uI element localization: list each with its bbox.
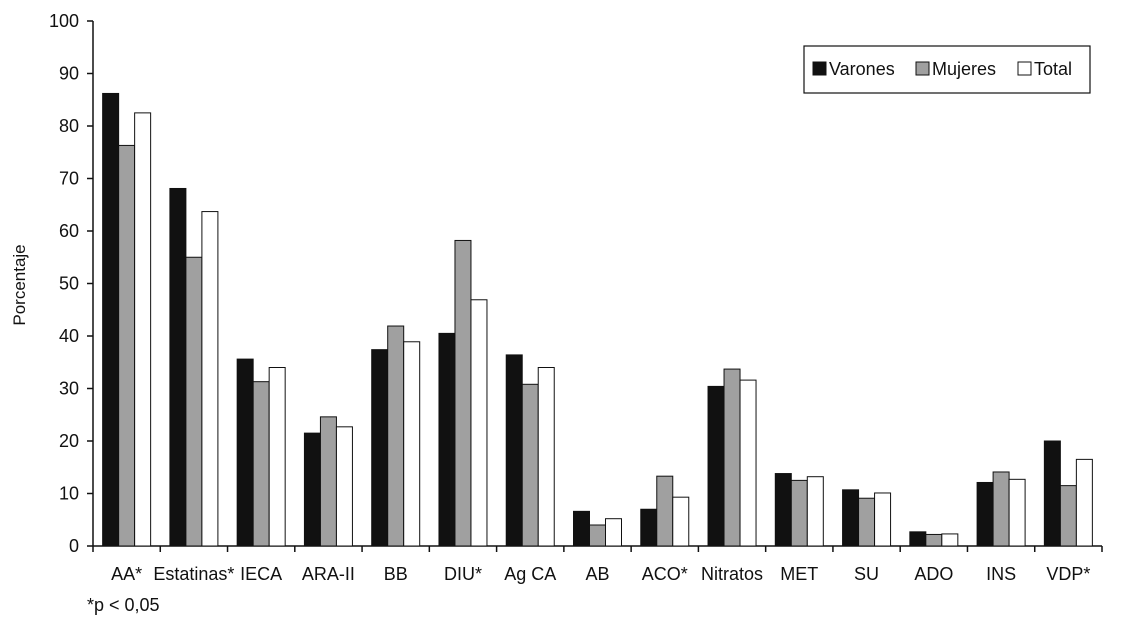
bar-varones — [573, 510, 590, 547]
y-tick-label: 100 — [49, 11, 79, 31]
bar-total — [201, 211, 219, 547]
bar-total — [739, 379, 757, 547]
bar-mujeres — [925, 533, 943, 547]
x-tick-label: ADO — [914, 564, 953, 584]
bar-total — [134, 112, 152, 547]
y-tick-label: 20 — [59, 431, 79, 451]
bar-mujeres — [387, 325, 405, 547]
bar-mujeres — [319, 416, 337, 547]
y-tick-label: 90 — [59, 64, 79, 84]
y-tick-label: 80 — [59, 116, 79, 136]
bar-mujeres — [790, 479, 808, 547]
y-tick-label: 60 — [59, 221, 79, 241]
y-tick-label: 0 — [69, 536, 79, 556]
x-tick-label: DIU* — [444, 564, 482, 584]
bar-total — [403, 341, 421, 547]
bar-varones — [842, 489, 860, 547]
bar-varones — [976, 481, 994, 547]
x-tick-label: ACO* — [642, 564, 688, 584]
bar-mujeres — [656, 475, 674, 547]
bar-mujeres — [521, 383, 539, 547]
bar-total — [268, 367, 286, 547]
y-axis-label: Porcentaje — [10, 244, 29, 325]
bar-varones — [371, 349, 389, 547]
y-tick-label: 70 — [59, 169, 79, 189]
legend-swatch-mujeres — [915, 61, 930, 76]
legend-swatch-varones — [812, 61, 827, 76]
x-tick-label: AB — [585, 564, 609, 584]
bar-mujeres — [589, 524, 606, 547]
bar-total — [806, 476, 824, 547]
bar-varones — [707, 385, 725, 547]
bar-total — [335, 426, 353, 547]
bar-varones — [169, 187, 187, 547]
bar-varones — [774, 473, 792, 547]
bar-total — [1008, 478, 1026, 547]
x-tick-label: SU — [854, 564, 879, 584]
bar-total — [470, 299, 488, 547]
y-tick-label: 40 — [59, 326, 79, 346]
bar-varones — [1043, 440, 1061, 547]
bar-total — [605, 518, 622, 547]
bar-mujeres — [185, 256, 203, 547]
bar-varones — [303, 432, 321, 547]
x-tick-label: INS — [986, 564, 1016, 584]
bar-total — [537, 367, 555, 547]
bar-total — [672, 496, 690, 547]
y-tick-label: 10 — [59, 484, 79, 504]
bar-varones — [640, 508, 658, 547]
x-tick-label: BB — [384, 564, 408, 584]
x-axis: AA* Estatinas* IECA ARA-II BB DIU* Ag CA AB ACO*… — [92, 545, 1103, 584]
bar-varones — [102, 92, 120, 547]
y-tick-label: 30 — [59, 379, 79, 399]
x-tick-label: MET — [780, 564, 818, 584]
y-tick-label: 50 — [59, 274, 79, 294]
legend: Varones Mujeres Total — [803, 45, 1091, 94]
x-tick-label: Ag CA — [504, 564, 556, 584]
bar-mujeres — [1059, 485, 1077, 547]
bar-mujeres — [858, 497, 876, 547]
bar-varones — [909, 531, 927, 547]
bar-mujeres — [723, 368, 741, 547]
x-tick-label: VDP* — [1046, 564, 1090, 584]
legend-box — [803, 45, 1091, 94]
x-tick-label: ARA-II — [302, 564, 355, 584]
bar-mujeres — [992, 471, 1010, 547]
bar-mujeres — [118, 144, 136, 547]
footnote: *p < 0,05 — [87, 595, 160, 615]
bar-total — [874, 492, 892, 547]
x-tick-label: AA* — [111, 564, 142, 584]
bar-varones — [505, 354, 523, 547]
bar-varones — [438, 332, 456, 547]
y-axis: 0 10 20 30 40 50 60 70 80 90 100 — [49, 11, 94, 556]
bar-mujeres — [454, 239, 472, 547]
x-tick-label: IECA — [240, 564, 282, 584]
bars — [102, 92, 1093, 547]
bar-mujeres — [252, 381, 270, 547]
bar-varones — [236, 358, 254, 547]
x-tick-label: Nitratos — [701, 564, 763, 584]
x-tick-label: Estatinas* — [153, 564, 234, 584]
legend-label-varones: Varones — [829, 59, 895, 79]
legend-swatch-total — [1017, 61, 1032, 76]
legend-label-total: Total — [1034, 59, 1072, 79]
bar-total — [1075, 458, 1093, 547]
legend-label-mujeres: Mujeres — [932, 59, 996, 79]
bar-total — [941, 533, 959, 547]
